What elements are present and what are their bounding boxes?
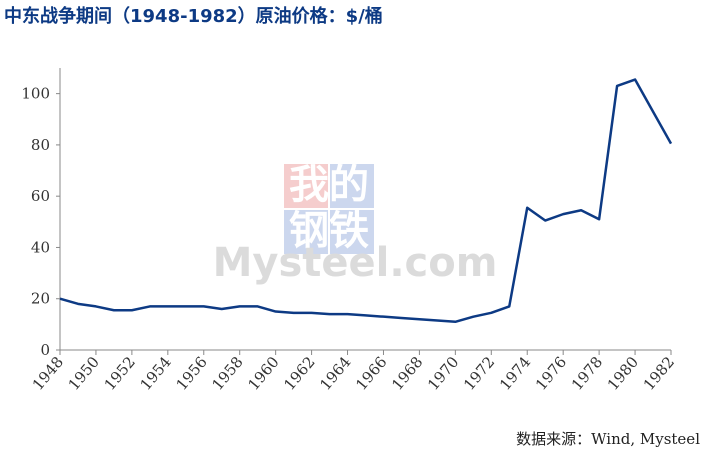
x-tick-label: 1974 (496, 353, 534, 394)
x-tick-label: 1976 (532, 353, 570, 394)
x-tick-label: 1980 (604, 353, 642, 394)
y-tick-label: 40 (31, 238, 50, 256)
watermark: 我的 钢铁 Mysteel.com (213, 162, 498, 286)
x-tick-label: 1952 (101, 353, 139, 394)
watermark-text: 我的 (289, 162, 369, 208)
x-tick-label: 1968 (388, 353, 426, 394)
y-tick-label: 20 (31, 290, 50, 308)
x-tick-label: 1958 (208, 353, 246, 394)
y-tick-label: 0 (40, 341, 50, 359)
watermark-block (284, 164, 328, 208)
source-note: 数据来源：Wind, Mysteel (516, 430, 700, 448)
price-line (59, 78, 673, 324)
y-tick-label: 60 (31, 187, 50, 205)
x-tick-label: 1964 (316, 353, 354, 394)
y-tick-label: 100 (21, 85, 50, 103)
x-tick-label: 1966 (352, 353, 390, 394)
x-tick-label: 1970 (424, 353, 462, 394)
x-tick-label: 1978 (568, 353, 606, 394)
x-tick-label: 1948 (29, 353, 67, 394)
x-tick-label: 1982 (640, 353, 678, 394)
x-tick-label: 1960 (244, 353, 282, 394)
watermark-text: Mysteel.com (213, 240, 498, 286)
y-tick-label: 80 (31, 136, 50, 154)
watermark-block (284, 210, 328, 254)
watermark-block (330, 210, 374, 254)
chart-title: 中东战争期间（1948-1982）原油价格：$/桶 (4, 5, 383, 27)
x-tick-label: 1962 (280, 353, 318, 394)
watermark-block (330, 164, 374, 208)
x-tick-label: 1954 (137, 353, 175, 394)
x-tick-label: 1972 (460, 353, 498, 394)
x-tick-label: 1956 (172, 353, 210, 394)
watermark-text: 钢铁 (289, 208, 369, 254)
x-tick-label: 1950 (65, 353, 103, 394)
